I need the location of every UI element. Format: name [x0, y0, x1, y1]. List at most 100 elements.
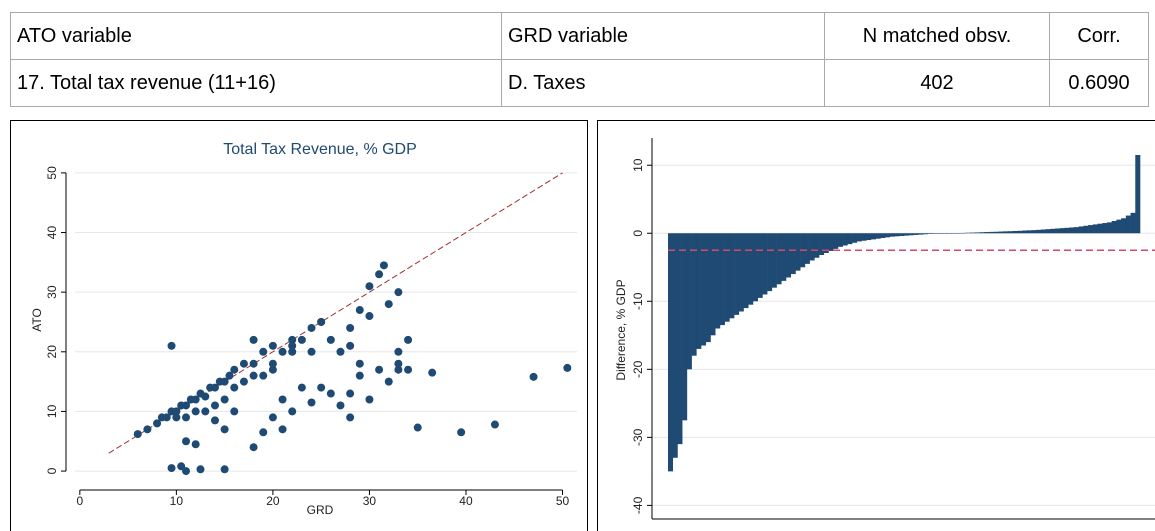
bar	[762, 233, 768, 295]
point	[191, 440, 200, 449]
point	[220, 425, 229, 434]
point	[249, 371, 258, 380]
cell: 402	[824, 59, 1050, 107]
bar	[1078, 226, 1084, 234]
bar	[1111, 221, 1117, 234]
bar	[885, 233, 891, 238]
point	[346, 413, 355, 422]
point	[394, 359, 403, 368]
x-tick-label: 0	[76, 494, 83, 508]
bar	[729, 233, 735, 319]
bar	[1050, 228, 1056, 234]
point	[336, 347, 345, 356]
point	[375, 270, 384, 279]
point	[278, 395, 287, 404]
point	[365, 282, 374, 291]
bar	[993, 231, 999, 234]
point	[239, 377, 248, 386]
bar	[686, 233, 692, 370]
y-tick-label: -10	[631, 292, 645, 310]
y-axis-label: Difference, % GDP	[614, 279, 628, 380]
point	[365, 395, 374, 404]
point	[307, 398, 316, 407]
point	[201, 407, 210, 416]
bar	[880, 233, 886, 239]
y-axis-label: ATO	[30, 308, 44, 332]
bar	[1059, 228, 1065, 234]
bar	[1135, 155, 1141, 234]
bar	[852, 233, 858, 243]
bar	[668, 233, 674, 472]
x-tick-label: 30	[363, 494, 377, 508]
bar	[842, 233, 848, 246]
bar	[795, 233, 801, 271]
point	[133, 430, 142, 439]
reference-line	[108, 172, 563, 454]
bar	[809, 233, 815, 261]
bar	[1116, 219, 1122, 234]
bar	[847, 233, 853, 245]
point	[288, 335, 297, 344]
point	[162, 413, 171, 422]
bar	[677, 233, 683, 445]
summary-table: ATO variable GRD variable N matched obsv…	[10, 12, 1149, 107]
bar	[984, 232, 990, 234]
point	[394, 365, 403, 374]
x-axis-label: GRD	[307, 503, 334, 517]
y-tick-label: 0	[45, 467, 59, 474]
bar	[705, 233, 711, 343]
bar	[979, 232, 985, 234]
point	[307, 323, 316, 332]
bar	[734, 233, 740, 315]
bar	[937, 233, 943, 234]
point	[297, 335, 306, 344]
point	[191, 407, 200, 416]
point	[201, 392, 210, 401]
y-tick-label: 10	[631, 158, 645, 172]
point	[375, 365, 384, 374]
bar	[738, 233, 744, 312]
point	[172, 407, 181, 416]
bar	[814, 233, 820, 258]
point	[297, 383, 306, 392]
bar	[1022, 230, 1028, 234]
point	[384, 300, 393, 309]
x-tick-label: 20	[266, 494, 280, 508]
point	[230, 365, 239, 374]
bar	[1012, 231, 1018, 234]
point	[336, 401, 345, 410]
point	[355, 306, 364, 315]
bar	[870, 233, 876, 240]
point	[278, 347, 287, 356]
point	[230, 407, 239, 416]
header-row: ATO variable GRD variable N matched obsv…	[10, 12, 1149, 60]
point	[307, 347, 316, 356]
point	[182, 413, 191, 422]
bar	[875, 233, 881, 239]
bar	[1017, 230, 1023, 234]
point	[182, 437, 191, 446]
point	[249, 443, 258, 452]
point	[355, 371, 364, 380]
point	[346, 323, 355, 332]
point	[384, 377, 393, 386]
bar	[696, 233, 702, 349]
bar	[1121, 218, 1127, 234]
point	[220, 395, 229, 404]
bar	[1040, 229, 1046, 234]
point	[355, 359, 364, 368]
point	[365, 312, 374, 321]
bar	[970, 232, 976, 234]
point	[239, 359, 248, 368]
bar	[748, 233, 754, 305]
point	[288, 347, 297, 356]
point	[346, 341, 355, 350]
x-tick-label: 40	[459, 494, 473, 508]
point	[230, 383, 239, 392]
bar	[941, 233, 947, 234]
bar	[908, 233, 914, 236]
bar	[1031, 230, 1037, 234]
bar	[955, 233, 961, 234]
bar	[776, 233, 782, 285]
